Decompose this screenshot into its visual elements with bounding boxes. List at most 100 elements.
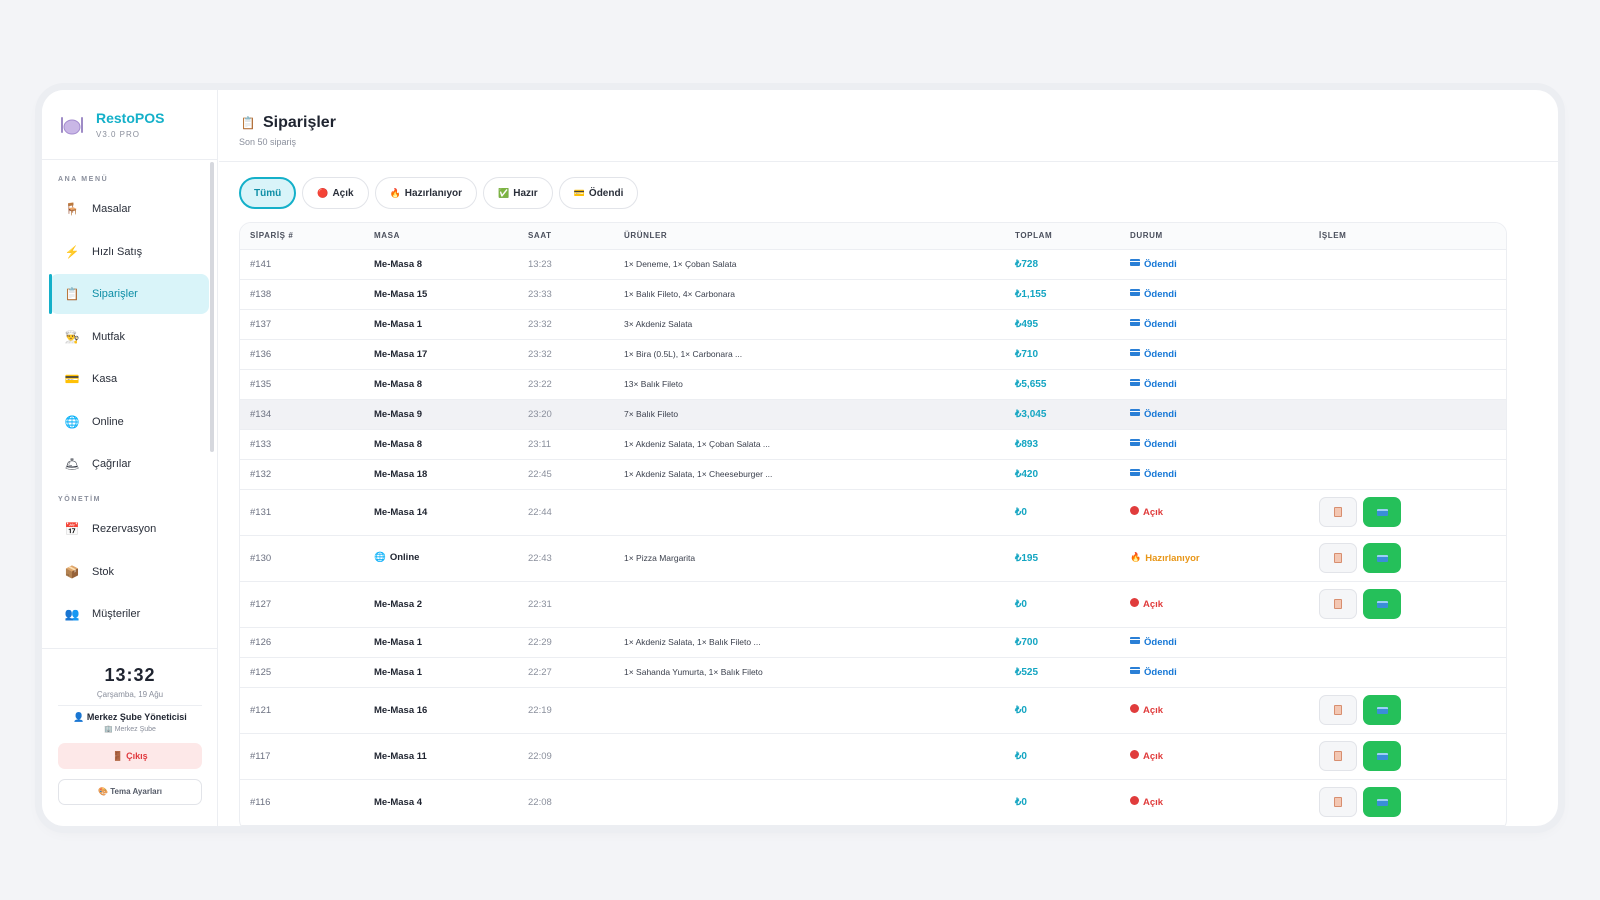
pay-order-button[interactable] (1363, 695, 1401, 725)
order-total: ₺728 (1005, 249, 1120, 280)
table-row[interactable]: #137 Me-Masa 1 23:32 3× Akdeniz Salata ₺495 Ö… (240, 309, 1506, 340)
view-order-button[interactable] (1319, 543, 1357, 573)
table-row[interactable]: #126 Me-Masa 1 22:29 1× Akdeniz Salata, 1× … (240, 627, 1506, 658)
order-total: ₺3,045 (1005, 399, 1120, 430)
table-row[interactable]: #131 Me-Masa 14 22:44 ₺0 Açık (240, 489, 1506, 536)
order-items (614, 489, 1005, 536)
sidebar-scrollbar[interactable] (210, 162, 214, 452)
order-total: ₺893 (1005, 429, 1120, 460)
table-cell-actions (1309, 309, 1506, 340)
view-order-button[interactable] (1319, 741, 1357, 771)
masa-name: Me-Masa 1 (374, 636, 423, 648)
filter-chip-acik[interactable]: 🔴 Açık (302, 177, 369, 209)
sidebar-item-masalar[interactable]: 🪑 Masalar (50, 189, 209, 229)
sidebar-item-musteriler[interactable]: 👥 Müşteriler (50, 594, 209, 634)
sidebar-item-cagrilar[interactable]: 🛎 Çağrılar (50, 444, 209, 484)
order-total: ₺495 (1005, 309, 1120, 340)
sidebar-item-rezervasyon[interactable]: 📅 Rezervasyon (50, 509, 209, 549)
order-items (614, 687, 1005, 734)
filter-chip-tumu[interactable]: Tümü (239, 177, 297, 209)
view-order-button[interactable] (1319, 787, 1357, 817)
table-row[interactable]: #134 Me-Masa 9 23:20 7× Balık Fileto ₺3,045 Ö… (240, 399, 1506, 430)
status-badge: Açık (1130, 704, 1163, 716)
check-icon: ✅ (498, 187, 510, 198)
masa-name: Me-Masa 8 (374, 438, 423, 450)
view-order-button[interactable] (1319, 589, 1357, 619)
status-label: Ödendi (1144, 348, 1177, 360)
status-label: Ödendi (1144, 378, 1177, 390)
order-total: ₺5,655 (1005, 369, 1120, 400)
status-badge: Ödendi (1130, 667, 1177, 678)
clipboard-icon (1334, 705, 1342, 715)
status-badge: 🔥 Hazırlanıyor (1130, 552, 1200, 563)
table-cell-actions (1309, 279, 1506, 310)
sidebar-item-label: Müşteriler (92, 608, 141, 620)
view-order-button[interactable] (1319, 695, 1357, 725)
table-row[interactable]: #138 Me-Masa 15 23:33 1× Balık Fileto, 4× C… (240, 279, 1506, 310)
order-items (614, 733, 1005, 780)
masa-name: Me-Masa 18 (374, 468, 428, 480)
sidebar-item-label: Masalar (92, 203, 132, 215)
order-id: #132 (240, 459, 364, 490)
status-label: Ödendi (1144, 468, 1177, 480)
table-row[interactable]: #130 🌐 Online 22:43 1× Pizza Margarita ₺195 🔥 H… (240, 535, 1506, 582)
table-row[interactable]: #136 Me-Masa 17 23:32 1× Bira (0.5L), 1× Ca… (240, 339, 1506, 370)
sidebar-item-online[interactable]: 🌐 Online (50, 402, 209, 442)
table-row[interactable]: #135 Me-Masa 8 23:22 13× Balık Fileto ₺5,655… (240, 369, 1506, 400)
brand-name: RestoPOS (96, 110, 165, 126)
app-window: RestoPOS V3.0 PRO ANA MENÜ 🪑 Masalar ⚡ Hızl… (42, 90, 1558, 826)
table-cell-masa: Me-Masa 9 (364, 399, 518, 430)
logout-button[interactable]: 🚪 Çıkış (58, 743, 202, 769)
masa-name: Me-Masa 9 (374, 408, 423, 420)
table-cell-actions (1309, 779, 1506, 826)
view-order-button[interactable] (1319, 497, 1357, 527)
fire-icon: 🔥 (1130, 552, 1142, 563)
table-row[interactable]: #132 Me-Masa 18 22:45 1× Akdeniz Salata, 1×… (240, 459, 1506, 490)
box-icon: 📦 (64, 564, 80, 579)
table-cell-status: Ödendi (1120, 657, 1309, 688)
order-id: #125 (240, 657, 364, 688)
pay-order-button[interactable] (1363, 543, 1401, 573)
credit-card-icon (1376, 798, 1388, 806)
status-badge: Açık (1130, 750, 1163, 762)
status-badge: Ödendi (1130, 349, 1177, 360)
pay-order-button[interactable] (1363, 589, 1401, 619)
filter-chip-label: Hazır (513, 187, 538, 199)
order-id: #126 (240, 627, 364, 658)
sidebar: RestoPOS V3.0 PRO ANA MENÜ 🪑 Masalar ⚡ Hızl… (42, 90, 218, 826)
order-id: #138 (240, 279, 364, 310)
masa-name: Me-Masa 16 (374, 704, 428, 716)
order-items (614, 779, 1005, 826)
sidebar-item-stok[interactable]: 📦 Stok (50, 552, 209, 592)
table-row[interactable]: #125 Me-Masa 1 22:27 1× Sahanda Yumurta, 1×… (240, 657, 1506, 688)
pay-order-button[interactable] (1363, 787, 1401, 817)
sidebar-item-kasa[interactable]: 💳 Kasa (50, 359, 209, 399)
order-time: 23:20 (518, 399, 614, 430)
table-cell-status: Ödendi (1120, 339, 1309, 370)
table-row[interactable]: #121 Me-Masa 16 22:19 ₺0 Açık (240, 687, 1506, 734)
filter-chip-hazir[interactable]: ✅ Hazır (483, 177, 553, 209)
masa-name: Me-Masa 2 (374, 598, 423, 610)
table-row[interactable]: #116 Me-Masa 4 22:08 ₺0 Açık (240, 779, 1506, 826)
sidebar-item-hizli-satis[interactable]: ⚡ Hızlı Satış (50, 232, 209, 272)
row-actions (1319, 787, 1506, 817)
orders-table: SİPARİŞ # MASA SAAT ÜRÜNLER TOPLAM DURUM İŞLEM… (239, 222, 1507, 826)
table-row[interactable]: #117 Me-Masa 11 22:09 ₺0 Açık (240, 733, 1506, 780)
column-header-si-pari-s: SİPARİŞ # (240, 223, 364, 250)
table-row[interactable]: #133 Me-Masa 8 23:11 1× Akdeniz Salata, 1× … (240, 429, 1506, 460)
theme-settings-button[interactable]: 🎨 Tema Ayarları (58, 779, 202, 805)
filter-chip-odendi[interactable]: 💳 Ödendi (558, 177, 639, 209)
pay-order-button[interactable] (1363, 497, 1401, 527)
clock: 13:32 (104, 665, 156, 685)
order-items: 1× Akdeniz Salata, 1× Balık Fileto ... (614, 627, 1005, 658)
order-time: 22:45 (518, 459, 614, 490)
table-row[interactable]: #141 Me-Masa 8 13:23 1× Deneme, 1× Çoban Sa… (240, 249, 1506, 280)
pay-order-button[interactable] (1363, 741, 1401, 771)
order-total: ₺0 (1005, 581, 1120, 628)
credit-card-icon (1130, 409, 1140, 417)
row-actions (1319, 695, 1506, 725)
filter-chip-hazirlaniyor[interactable]: 🔥 Hazırlanıyor (374, 177, 478, 209)
sidebar-item-siparisler[interactable]: 📋 Siparişler (49, 274, 209, 314)
sidebar-item-mutfak[interactable]: 👨‍🍳 Mutfak (50, 317, 209, 357)
table-row[interactable]: #127 Me-Masa 2 22:31 ₺0 Açık (240, 581, 1506, 628)
